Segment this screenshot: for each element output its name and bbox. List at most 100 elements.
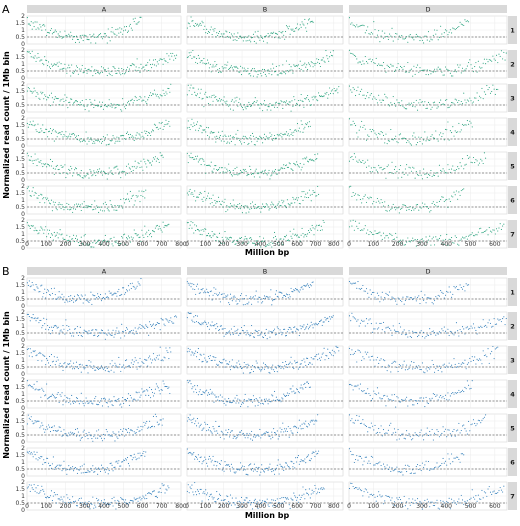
data-point	[150, 324, 152, 326]
data-point	[114, 205, 116, 207]
data-point	[261, 103, 263, 106]
data-point	[301, 360, 303, 362]
data-point	[101, 297, 104, 299]
data-point	[138, 190, 140, 192]
data-point	[323, 221, 325, 223]
data-point	[459, 284, 461, 286]
data-point	[296, 27, 298, 29]
data-point	[191, 57, 193, 59]
data-point	[132, 102, 134, 104]
data-point	[418, 209, 420, 211]
data-point	[389, 291, 391, 293]
data-point	[397, 207, 399, 209]
data-point	[482, 350, 484, 352]
data-point	[158, 122, 160, 124]
data-point	[145, 132, 147, 135]
data-point	[101, 174, 104, 176]
data-point	[117, 399, 119, 401]
data-point	[391, 207, 393, 209]
data-point	[412, 330, 414, 332]
data-point	[222, 400, 224, 402]
data-point	[130, 288, 132, 290]
data-point	[86, 401, 88, 403]
data-point	[275, 367, 277, 369]
data-point	[40, 353, 42, 355]
data-point	[210, 26, 212, 28]
data-point	[208, 96, 210, 98]
data-point	[362, 60, 364, 62]
data-point	[95, 42, 97, 44]
data-point	[62, 206, 64, 208]
data-point	[298, 105, 300, 107]
data-point	[123, 364, 125, 366]
data-point	[314, 154, 316, 156]
data-point	[52, 201, 54, 203]
data-point	[235, 65, 237, 67]
data-point	[419, 241, 421, 243]
data-point	[485, 93, 487, 95]
data-point	[187, 22, 189, 24]
data-point	[75, 203, 78, 205]
data-point	[56, 356, 58, 358]
data-point	[43, 317, 45, 319]
data-point	[275, 333, 277, 335]
y-tick-label: 0.5	[15, 364, 25, 371]
data-point	[204, 392, 206, 394]
data-point	[250, 135, 252, 137]
data-point	[318, 322, 320, 325]
data-point	[296, 199, 299, 201]
data-point	[63, 67, 65, 69]
data-point	[406, 108, 408, 110]
data-point	[257, 74, 259, 76]
data-point	[99, 367, 102, 369]
x-tick-label: 400	[98, 241, 110, 248]
data-point	[361, 161, 363, 163]
data-point	[281, 32, 283, 34]
data-point	[65, 131, 67, 133]
data-point	[218, 98, 221, 100]
data-point	[109, 74, 111, 76]
data-point	[49, 128, 52, 130]
data-point	[57, 65, 59, 67]
data-point	[39, 388, 41, 390]
data-point	[105, 105, 107, 107]
data-point	[438, 237, 440, 240]
data-point	[373, 21, 375, 23]
data-point	[392, 203, 394, 205]
data-point	[34, 350, 36, 352]
data-point	[309, 104, 311, 106]
data-point	[39, 161, 41, 163]
data-point	[249, 399, 251, 401]
data-point	[56, 164, 58, 167]
data-point	[231, 67, 233, 69]
data-point	[260, 246, 262, 248]
data-point	[374, 62, 376, 65]
data-point	[301, 286, 303, 288]
data-point	[199, 233, 201, 236]
data-point	[193, 122, 195, 124]
data-point	[423, 104, 425, 106]
data-point	[278, 170, 280, 172]
data-point	[225, 135, 227, 138]
data-point	[81, 140, 83, 142]
data-point	[108, 99, 110, 101]
data-point	[205, 199, 207, 201]
data-point	[256, 399, 258, 401]
data-point	[121, 205, 123, 207]
data-point	[301, 387, 303, 389]
data-point	[166, 319, 168, 321]
data-point	[251, 69, 253, 71]
data-point	[105, 296, 107, 298]
data-point	[251, 399, 253, 401]
data-point	[406, 241, 408, 243]
data-point	[389, 365, 391, 367]
data-point	[74, 101, 76, 103]
data-point	[44, 132, 46, 134]
data-point	[215, 328, 217, 330]
data-point	[436, 138, 438, 140]
data-point	[137, 328, 139, 330]
facet-D5	[348, 151, 508, 181]
data-point	[106, 74, 108, 77]
data-point	[218, 292, 221, 294]
data-point	[373, 96, 375, 98]
